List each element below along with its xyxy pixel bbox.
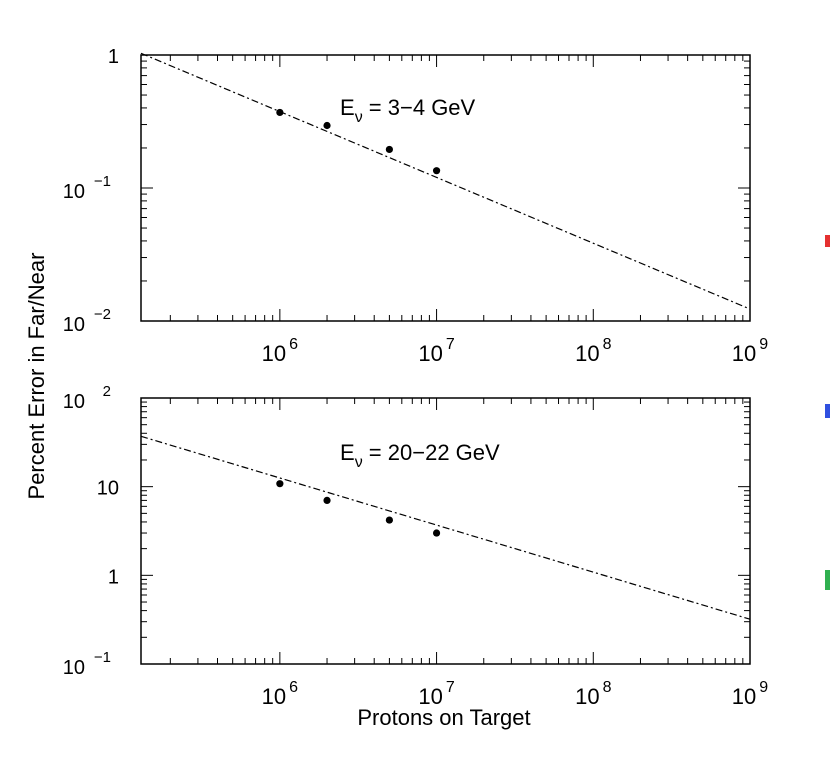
y-tick-label-base: 10 xyxy=(63,314,85,336)
x-tick-label-base: 10 xyxy=(732,684,756,709)
x-tick-label: 10 8 xyxy=(575,336,611,366)
energy-annotation-symbol: E xyxy=(340,95,355,120)
y-tick-label-exponent: 2 xyxy=(103,383,111,400)
data-point xyxy=(276,480,284,488)
x-tick-label: 10 7 xyxy=(418,679,454,709)
x-tick-label: 10 9 xyxy=(732,679,768,709)
y-tick-label-exponent: −2 xyxy=(94,306,111,323)
x-tick-label-base: 10 xyxy=(575,341,599,366)
data-point xyxy=(385,516,393,524)
x-tick-label: 10 8 xyxy=(575,679,611,709)
x-tick-label-base: 10 xyxy=(418,341,442,366)
x-tick-label-base: 10 xyxy=(732,341,756,366)
x-tick-label: 10 9 xyxy=(732,336,768,366)
edge-mark-red xyxy=(825,235,830,247)
x-axis-title: Protons on Target xyxy=(357,705,530,730)
data-point xyxy=(323,496,331,505)
energy-annotation-range: = 3−4 GeV xyxy=(363,95,476,120)
x-tick-label-base: 10 xyxy=(418,684,442,709)
x-tick-label-base: 10 xyxy=(575,684,599,709)
plot-frame xyxy=(140,397,751,665)
edge-mark-green xyxy=(825,570,830,590)
y-tick-label-base: 10 xyxy=(63,391,85,413)
x-tick-label: 10 6 xyxy=(262,336,298,366)
y-tick-label: 1 xyxy=(108,46,119,68)
data-point xyxy=(432,167,441,175)
energy-annotation-subscript: ν xyxy=(355,109,363,126)
data-point xyxy=(432,529,441,537)
data-point xyxy=(385,145,393,154)
energy-annotation: Eν = 3−4 GeV xyxy=(340,95,476,126)
fit-line xyxy=(140,435,751,620)
x-tick-label-exponent: 9 xyxy=(759,679,768,696)
x-tick-label-exponent: 6 xyxy=(289,679,298,696)
data-point xyxy=(323,121,331,130)
y-tick-label: 1 xyxy=(108,566,119,588)
energy-annotation-symbol: E xyxy=(340,440,355,465)
y-tick-label-exponent: −1 xyxy=(94,649,111,666)
x-tick-label-exponent: 9 xyxy=(759,336,768,353)
x-tick-label-base: 10 xyxy=(262,341,286,366)
y-axis-title: Percent Error in Far/Near xyxy=(24,253,49,500)
x-tick-label-exponent: 6 xyxy=(289,336,298,353)
energy-annotation-range: = 20−22 GeV xyxy=(363,440,500,465)
data-point xyxy=(276,108,284,117)
x-tick-label-exponent: 7 xyxy=(446,336,455,353)
y-tick-label: 10 xyxy=(97,478,119,500)
y-tick-label-base: 10 xyxy=(63,657,85,679)
y-tick-label-base: 10 xyxy=(63,181,85,203)
energy-annotation: Eν = 20−22 GeV xyxy=(340,440,500,471)
y-tick-label-exponent: −1 xyxy=(94,173,111,190)
x-tick-label: 10 6 xyxy=(262,679,298,709)
x-tick-label-base: 10 xyxy=(262,684,286,709)
fit-line xyxy=(140,52,751,310)
x-tick-label: 10 7 xyxy=(418,336,454,366)
x-tick-label-exponent: 7 xyxy=(446,679,455,696)
edge-mark-blue xyxy=(825,404,830,418)
x-tick-label-exponent: 8 xyxy=(603,336,612,353)
energy-annotation-subscript: ν xyxy=(355,454,363,471)
x-tick-label-exponent: 8 xyxy=(603,679,612,696)
